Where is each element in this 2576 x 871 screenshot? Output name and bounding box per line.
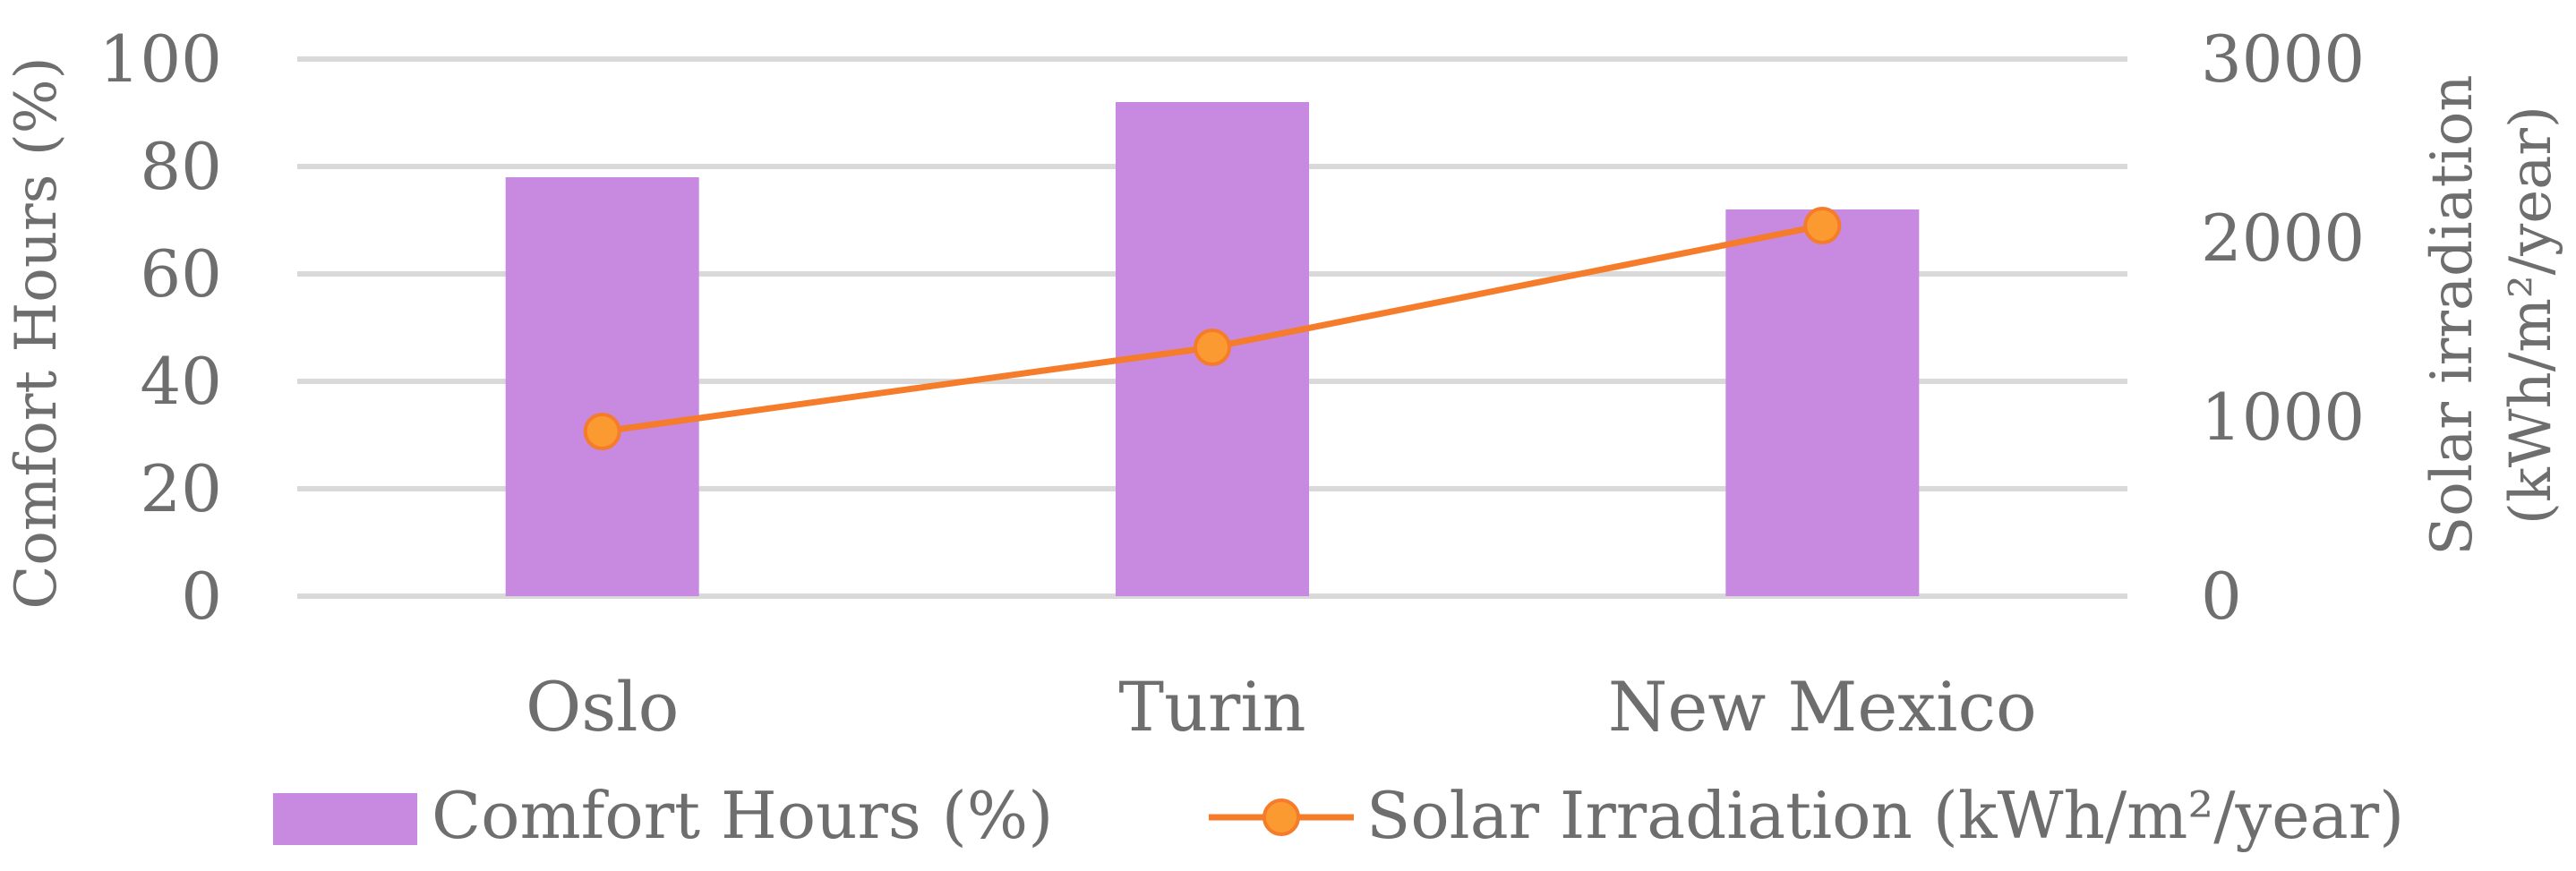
category-labels: Oslo Turin New Mexico — [526, 667, 2037, 747]
legend-bar-label: Comfort Hours (%) — [432, 778, 1053, 853]
line-series — [583, 207, 1842, 450]
right-axis-title-line1: Solar irradiation — [2419, 74, 2486, 555]
right-tick-label: 1000 — [2201, 380, 2365, 455]
bar-series — [505, 102, 1920, 596]
line-point — [1803, 207, 1842, 244]
right-axis-ticks: 0 1000 2000 3000 — [2201, 21, 2365, 634]
right-tick-label: 3000 — [2201, 21, 2365, 97]
bar — [505, 177, 699, 596]
legend-bar-swatch — [273, 793, 417, 845]
bar — [1725, 209, 1920, 596]
legend-line-label: Solar Irradiation (kWh/m²/year) — [1366, 778, 2404, 853]
right-tick-label: 2000 — [2201, 201, 2365, 276]
category-label: Turin — [1118, 667, 1305, 747]
left-tick-label: 0 — [181, 559, 222, 634]
left-axis-ticks: 0 20 40 60 80 100 — [99, 21, 222, 634]
left-tick-label: 80 — [140, 129, 222, 204]
right-tick-label: 0 — [2201, 559, 2242, 634]
right-axis-title-line2: (kWh/m²/year) — [2498, 106, 2564, 525]
left-tick-label: 100 — [99, 21, 222, 97]
legend: Comfort Hours (%) Solar Irradiation (kWh… — [273, 778, 2404, 853]
left-tick-label: 40 — [140, 344, 222, 419]
left-tick-label: 60 — [140, 236, 222, 312]
line-point — [1194, 329, 1231, 366]
category-label: New Mexico — [1608, 667, 2037, 747]
left-axis-title: Comfort Hours (%) — [4, 56, 70, 609]
line-point — [583, 413, 621, 450]
category-label: Oslo — [526, 667, 679, 747]
legend-line-marker — [1262, 798, 1300, 836]
left-tick-label: 20 — [140, 451, 222, 526]
